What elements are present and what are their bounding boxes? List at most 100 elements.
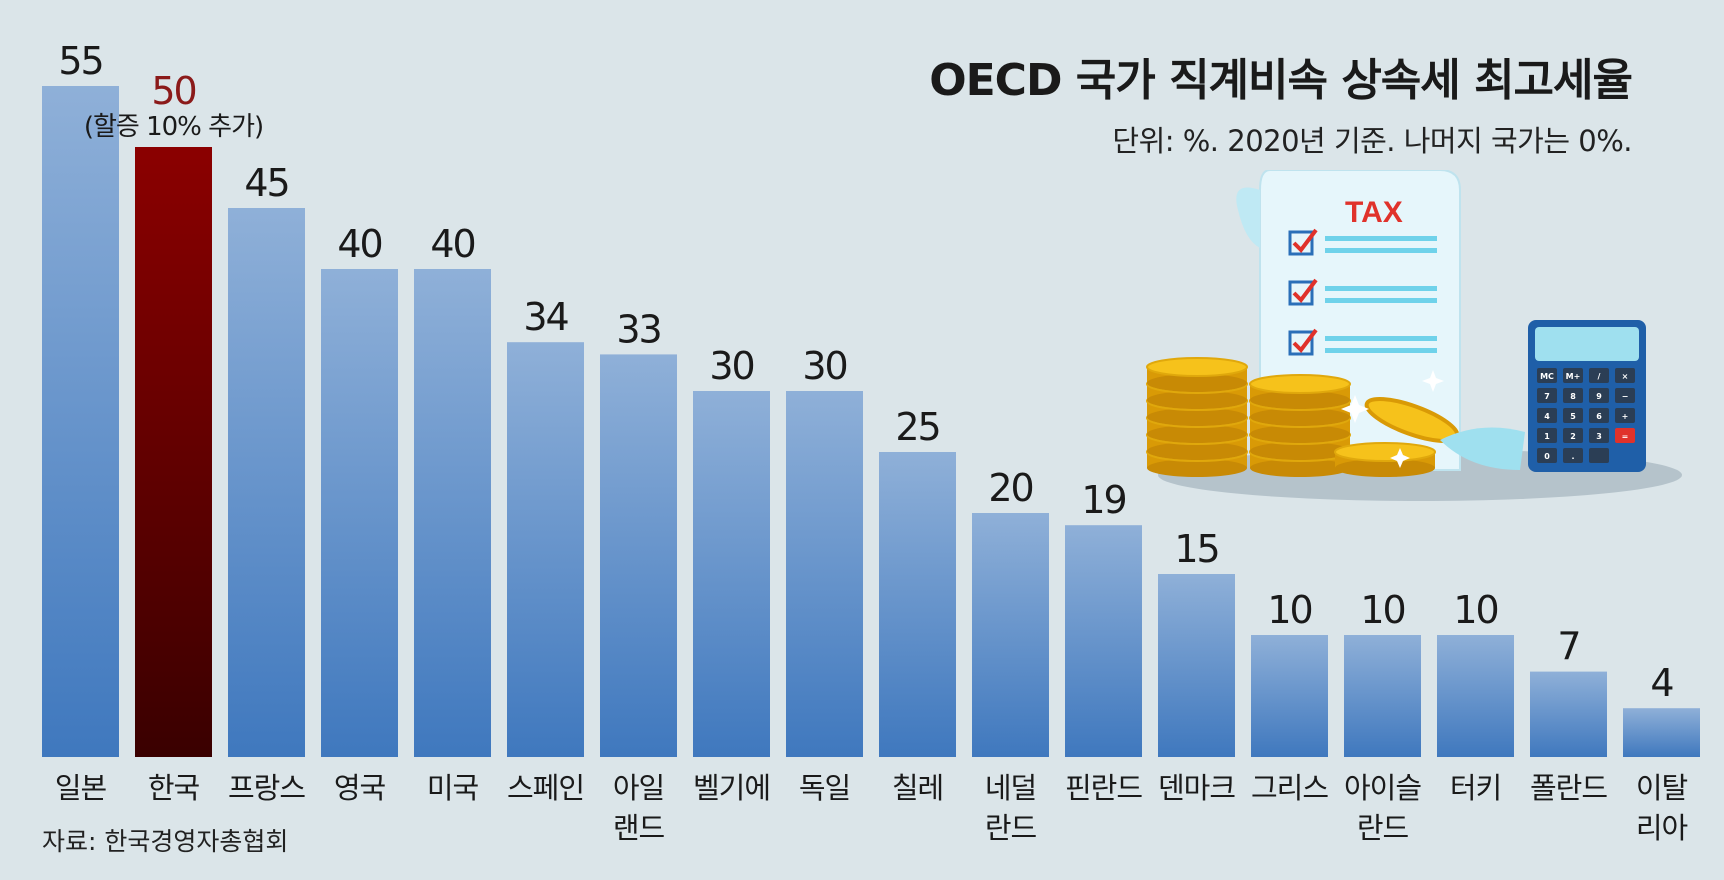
bar-독일 <box>786 391 863 757</box>
bar-프랑스 <box>228 208 305 757</box>
value-label: 10 <box>1267 588 1311 632</box>
value-label: 10 <box>1453 588 1497 632</box>
category-label: 아일 <box>613 771 664 805</box>
calculator-icon: MC M+ / × 7 8 9 − 4 5 6 +1 2 3 = 0. <box>1528 320 1646 472</box>
calculator-key <box>1589 388 1609 403</box>
calculator-key <box>1537 428 1557 443</box>
category-label: 아이슬 <box>1344 771 1421 805</box>
calculator-key-label: 3 <box>1596 432 1602 441</box>
value-label: 4 <box>1650 661 1673 705</box>
bar-영국 <box>321 269 398 757</box>
category-label: 한국 <box>148 771 200 805</box>
value-label: 7 <box>1557 625 1579 669</box>
calculator-key-label: 7 <box>1544 392 1550 401</box>
chart-subtitle: 단위: %. 2020년 기준. 나머지 국가는 0%. <box>1112 124 1632 158</box>
category-label: 랜드 <box>613 811 665 845</box>
category-label: 벨기에 <box>693 771 770 805</box>
value-label: 25 <box>895 405 939 449</box>
bar-그리스 <box>1251 635 1328 757</box>
calculator-key <box>1537 368 1557 383</box>
bar-칠레 <box>879 452 956 757</box>
bar-아일랜드 <box>600 354 677 757</box>
calculator-key-label: 5 <box>1570 412 1576 421</box>
category-label: 란드 <box>985 811 1037 845</box>
bar-미국 <box>414 269 491 757</box>
source-note: 자료: 한국경영자총협회 <box>42 827 289 856</box>
calculator-key-label: × <box>1622 372 1629 381</box>
calculator-key <box>1537 448 1557 463</box>
calculator-key <box>1615 408 1635 423</box>
value-label: 50 <box>151 69 195 113</box>
calculator-key-label: 9 <box>1596 392 1602 401</box>
calculator-key-label: 6 <box>1596 412 1602 421</box>
category-label: 칠레 <box>892 771 943 805</box>
category-label: 이탈 <box>1636 771 1688 805</box>
value-label: 20 <box>988 466 1032 510</box>
category-label: 그리스 <box>1251 771 1328 805</box>
calculator-key-label: 8 <box>1570 392 1576 401</box>
bar-네덜란드 <box>972 513 1049 757</box>
value-label: 33 <box>616 307 660 351</box>
calculator-key <box>1615 388 1635 403</box>
checklist-icon <box>1288 228 1437 356</box>
tax-label: TAX <box>1345 196 1403 229</box>
category-label: 핀란드 <box>1065 771 1142 805</box>
calculator-key <box>1589 408 1609 423</box>
calculator-key-label: 0 <box>1544 452 1550 461</box>
calculator-key <box>1563 388 1583 403</box>
value-label: 19 <box>1081 478 1125 522</box>
value-label: 40 <box>337 222 381 266</box>
bar-아이슬란드 <box>1344 635 1421 757</box>
value-label: 15 <box>1174 527 1218 571</box>
calculator-key <box>1563 408 1583 423</box>
calculator-key <box>1563 448 1583 463</box>
calculator-key-label: 2 <box>1570 432 1576 441</box>
category-label: 스페인 <box>507 771 584 805</box>
calculator-key <box>1615 368 1635 383</box>
calculator-key <box>1563 428 1583 443</box>
bar-스페인 <box>507 342 584 757</box>
calculator-key <box>1563 368 1583 383</box>
value-label: 45 <box>244 161 288 205</box>
calculator-key <box>1537 408 1557 423</box>
category-label: 네덜 <box>985 771 1036 805</box>
category-label: 미국 <box>427 771 479 805</box>
calculator-key <box>1589 448 1609 463</box>
category-label: 란드 <box>1357 811 1409 845</box>
calculator-key-label: 4 <box>1544 412 1550 421</box>
calculator-key-label: 1 <box>1544 432 1550 441</box>
bar-폴란드 <box>1530 671 1607 757</box>
category-label: 독일 <box>799 771 850 805</box>
calculator-key <box>1615 428 1635 443</box>
calculator-key-label: MC <box>1540 372 1554 381</box>
bar-핀란드 <box>1065 525 1142 757</box>
calculator-key <box>1589 368 1609 383</box>
bar-덴마크 <box>1158 574 1235 757</box>
value-label: 30 <box>802 344 846 388</box>
value-label: 34 <box>523 295 568 339</box>
value-label: 55 <box>58 39 102 83</box>
calculator-key-label: / <box>1598 372 1601 381</box>
calculator-key <box>1589 428 1609 443</box>
category-label: 영국 <box>334 771 386 805</box>
bar-이탈리아 <box>1623 708 1700 757</box>
calculator-key <box>1537 388 1557 403</box>
category-label: 덴마크 <box>1158 771 1235 805</box>
coin-stacks-icon <box>1146 357 1460 477</box>
bar-한국 <box>135 147 212 757</box>
calculator-key-label: − <box>1622 392 1629 401</box>
bar-일본 <box>42 86 119 757</box>
calculator-key-label: = <box>1622 432 1629 441</box>
value-label: 40 <box>430 222 474 266</box>
category-label: 터키 <box>1450 771 1501 805</box>
tax-calculator-coins-icon: TAX MC M+ / × 7 8 9 − 4 5 6 +1 2 3 = 0. <box>1146 170 1682 501</box>
value-label: 10 <box>1360 588 1404 632</box>
bar-터키 <box>1437 635 1514 757</box>
value-label: 30 <box>709 344 753 388</box>
annotation-label: (할증 10% 추가) <box>84 112 263 142</box>
category-label: 폴란드 <box>1530 771 1607 805</box>
calculator-key-label: . <box>1571 452 1574 461</box>
bar-벨기에 <box>693 391 770 757</box>
